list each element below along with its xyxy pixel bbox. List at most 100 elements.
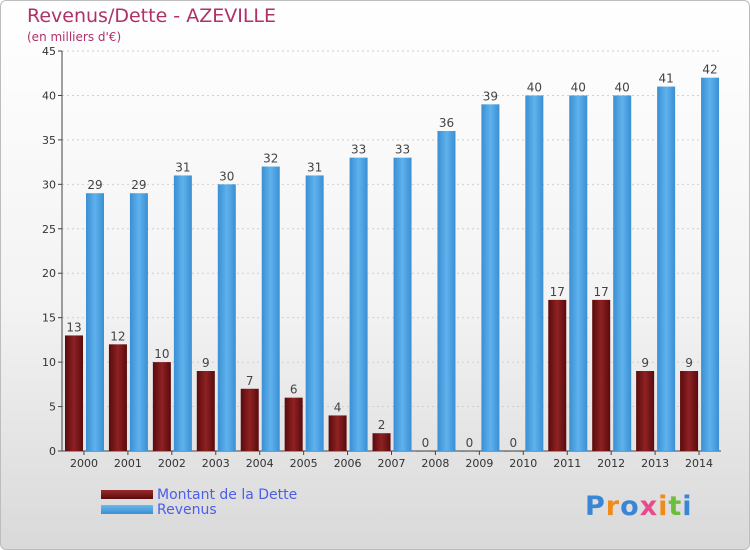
bar-revenus [305, 175, 324, 451]
bar-dette [504, 451, 523, 452]
bar-dette [152, 362, 171, 451]
x-tick-label: 2002 [158, 457, 186, 470]
data-label-dette: 9 [685, 356, 693, 370]
brand-letter: i [658, 491, 669, 522]
y-tick-label: 15 [42, 312, 56, 325]
data-label-dette: 2 [378, 418, 386, 432]
bar-revenus [349, 157, 368, 451]
data-label-dette: 17 [550, 285, 565, 299]
legend-item-revenus: Revenus [101, 501, 297, 518]
data-label-dette: 9 [202, 356, 210, 370]
data-label-revenus: 36 [439, 116, 454, 130]
x-tick-label: 2013 [641, 457, 669, 470]
bar-revenus [481, 104, 500, 451]
data-label-revenus: 40 [571, 80, 586, 94]
x-tick-label: 2000 [70, 457, 98, 470]
y-tick-label: 45 [42, 45, 56, 58]
data-label-dette: 17 [594, 285, 609, 299]
bar-revenus [261, 166, 280, 452]
chart-title: Revenus/Dette - AZEVILLE [27, 5, 276, 27]
brand-letter: x [639, 491, 659, 522]
data-label-revenus: 31 [175, 160, 190, 174]
x-tick-label: 2006 [334, 457, 362, 470]
y-tick-label: 25 [42, 223, 56, 236]
y-tick-label: 35 [42, 134, 56, 147]
chart-subtitle: (en milliers d'€) [27, 30, 122, 44]
data-label-revenus: 42 [702, 63, 717, 77]
data-label-dette: 13 [66, 320, 81, 334]
bar-dette [416, 451, 435, 452]
legend-swatch-revenus [101, 505, 153, 514]
brand-letter: t [668, 491, 683, 522]
bar-revenus [217, 184, 236, 452]
proxiti-logo: Proxiti [585, 491, 693, 522]
x-tick-label: 2011 [553, 457, 581, 470]
bar-revenus [525, 95, 544, 451]
data-label-dette: 12 [110, 329, 125, 343]
y-tick-label: 0 [49, 445, 56, 458]
x-tick-label: 2007 [378, 457, 406, 470]
data-label-dette: 9 [641, 356, 649, 370]
bar-revenus [393, 157, 412, 451]
bar-dette [680, 371, 699, 451]
data-label-revenus: 40 [615, 80, 630, 94]
bar-revenus [437, 131, 456, 451]
data-label-revenus: 33 [351, 143, 366, 157]
x-tick-label: 2009 [465, 457, 493, 470]
data-label-revenus: 29 [87, 178, 102, 192]
data-label-dette: 7 [246, 374, 254, 388]
bar-dette [240, 388, 259, 451]
legend-label-revenus: Revenus [157, 501, 217, 518]
y-tick-label: 40 [42, 89, 56, 102]
bar-dette [372, 433, 391, 451]
data-label-revenus: 29 [131, 178, 146, 192]
bar-dette [65, 335, 83, 451]
data-label-dette: 10 [154, 347, 169, 361]
data-label-revenus: 39 [483, 89, 498, 103]
legend-item-dette: Montant de la Dette [101, 486, 298, 503]
brand-letter: o [620, 491, 640, 522]
brand-letter: i [682, 491, 693, 522]
bar-dette [460, 451, 479, 452]
x-tick-label: 2010 [509, 457, 537, 470]
y-tick-label: 20 [42, 267, 56, 280]
y-tick-label: 30 [42, 178, 56, 191]
bar-revenus [86, 193, 104, 451]
bar-dette [284, 397, 303, 451]
data-label-revenus: 33 [395, 143, 410, 157]
brand-letter: r [605, 491, 621, 522]
data-label-dette: 4 [334, 400, 342, 414]
bar-revenus [173, 175, 192, 451]
legend-swatch-dette [101, 490, 153, 499]
bar-revenus [701, 77, 720, 452]
data-label-revenus: 32 [263, 152, 278, 166]
bar-dette [636, 371, 655, 451]
bar-dette [328, 415, 347, 451]
bar-revenus [613, 95, 632, 451]
x-tick-label: 2001 [114, 457, 142, 470]
x-tick-label: 2008 [421, 457, 449, 470]
brand-letter: P [585, 491, 606, 522]
bar-revenus [569, 95, 588, 451]
data-label-revenus: 30 [219, 169, 234, 183]
data-label-dette: 0 [466, 436, 474, 450]
x-tick-label: 2014 [685, 457, 713, 470]
bar-dette [196, 371, 215, 451]
x-tick-label: 2003 [202, 457, 230, 470]
bar-chart: 0510152025303540452000132920011229200210… [42, 45, 721, 470]
x-tick-label: 2004 [246, 457, 274, 470]
bar-dette [592, 299, 611, 451]
data-label-dette: 0 [510, 436, 518, 450]
data-label-revenus: 40 [527, 80, 542, 94]
x-tick-label: 2012 [597, 457, 625, 470]
data-label-dette: 0 [422, 436, 430, 450]
bar-dette [548, 299, 567, 451]
bar-revenus [129, 193, 148, 451]
legend: Montant de la Dette Revenus [101, 486, 298, 518]
data-label-dette: 6 [290, 383, 298, 397]
legend-label-dette: Montant de la Dette [157, 486, 298, 503]
bar-revenus [657, 86, 676, 452]
y-tick-label: 10 [42, 356, 56, 369]
bar-dette [108, 344, 127, 451]
